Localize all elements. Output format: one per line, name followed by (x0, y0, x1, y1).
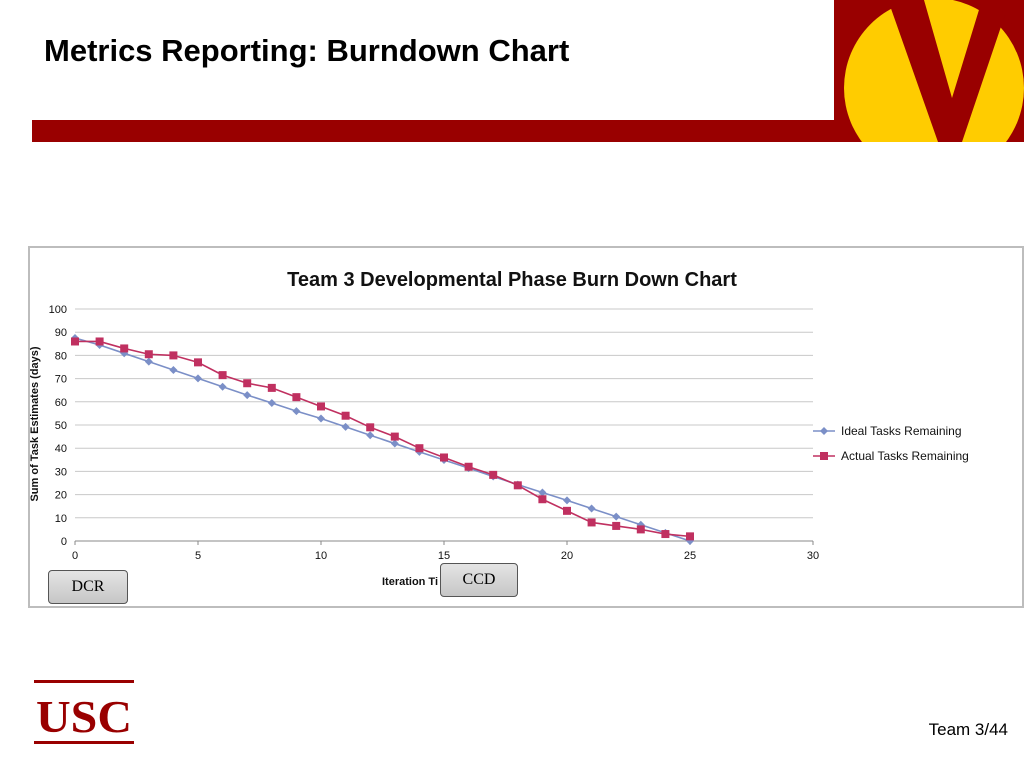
ideal-data-point (612, 513, 620, 521)
actual-data-point (686, 532, 694, 540)
y-tick-label: 40 (55, 443, 67, 455)
ideal-data-point (317, 415, 325, 423)
burndown-chart: Team 3 Developmental Phase Burn Down Cha… (30, 248, 1022, 606)
legend-marker (820, 452, 828, 460)
x-tick-label: 15 (438, 550, 450, 562)
actual-data-point (661, 530, 669, 538)
x-tick-label: 10 (315, 550, 327, 562)
y-axis-label: Sum of Task Estimates (days) (30, 346, 41, 501)
actual-data-point (145, 350, 153, 358)
y-tick-label: 30 (55, 466, 67, 478)
ideal-data-point (563, 496, 571, 504)
y-tick-label: 80 (55, 350, 67, 362)
chart-frame: Team 3 Developmental Phase Burn Down Cha… (28, 246, 1024, 608)
x-tick-label: 0 (72, 550, 78, 562)
actual-data-point (366, 423, 374, 431)
usc-logo-icon: USC (34, 680, 134, 744)
ideal-data-point (169, 366, 177, 374)
svg-text:USC: USC (36, 691, 132, 742)
actual-data-point (292, 393, 300, 401)
ideal-data-point (145, 358, 153, 366)
chart-title: Team 3 Developmental Phase Burn Down Cha… (287, 269, 737, 291)
y-tick-label: 20 (55, 490, 67, 502)
v-logo-icon (834, 0, 1024, 142)
actual-data-point (391, 433, 399, 441)
y-tick-label: 50 (55, 420, 67, 432)
actual-data-point (96, 337, 104, 345)
actual-data-point (440, 453, 448, 461)
actual-data-point (268, 384, 276, 392)
actual-data-point (612, 522, 620, 530)
legend-label-actual: Actual Tasks Remaining (841, 449, 969, 463)
ideal-data-point (268, 399, 276, 407)
ideal-data-point (366, 431, 374, 439)
y-tick-label: 70 (55, 374, 67, 386)
actual-data-point (415, 444, 423, 452)
actual-data-point (489, 471, 497, 479)
y-tick-label: 10 (55, 513, 67, 525)
actual-data-point (71, 337, 79, 345)
actual-data-point (588, 518, 596, 526)
x-tick-label: 20 (561, 550, 573, 562)
y-tick-label: 90 (55, 327, 67, 339)
title-accent-bar (32, 120, 837, 142)
actual-data-point (169, 351, 177, 359)
x-tick-label: 25 (684, 550, 696, 562)
page-number: Team 3/44 (929, 720, 1008, 740)
actual-data-point (194, 358, 202, 366)
legend-label-ideal: Ideal Tasks Remaining (841, 424, 962, 438)
actual-data-point (514, 481, 522, 489)
actual-data-point (317, 402, 325, 410)
slide-title: Metrics Reporting: Burndown Chart (44, 33, 569, 69)
actual-data-point (342, 412, 350, 420)
actual-data-point (538, 495, 546, 503)
ideal-data-point (243, 391, 251, 399)
actual-data-point (243, 379, 251, 387)
milestone-ccd-button[interactable]: CCD (440, 563, 518, 597)
x-axis-label: Iteration Ti (382, 576, 438, 588)
series-line-ideal (75, 338, 690, 541)
actual-data-point (563, 507, 571, 515)
ideal-data-point (391, 440, 399, 448)
ideal-data-point (292, 407, 300, 415)
milestone-dcr-button[interactable]: DCR (48, 570, 128, 604)
actual-data-point (120, 344, 128, 352)
ideal-data-point (194, 374, 202, 382)
ideal-data-point (342, 423, 350, 431)
actual-data-point (637, 525, 645, 533)
actual-data-point (465, 463, 473, 471)
ideal-data-point (219, 383, 227, 391)
y-tick-label: 0 (61, 536, 67, 548)
y-tick-label: 60 (55, 397, 67, 409)
x-tick-label: 30 (807, 550, 819, 562)
x-tick-label: 5 (195, 550, 201, 562)
legend-marker (820, 427, 828, 435)
y-tick-label: 100 (49, 304, 67, 316)
ideal-data-point (588, 505, 596, 513)
actual-data-point (219, 371, 227, 379)
